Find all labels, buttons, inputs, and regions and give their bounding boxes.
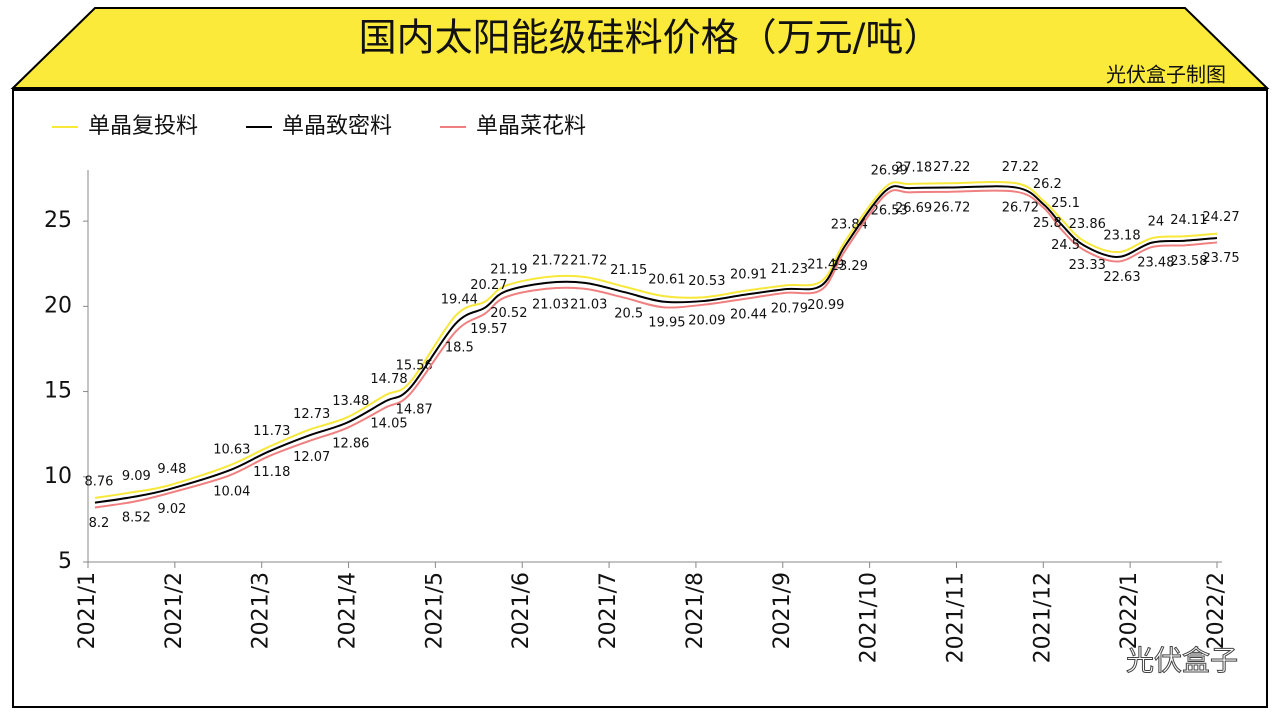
- x-tick-label: 2021/4: [336, 572, 361, 649]
- data-label: 21.15: [610, 263, 647, 278]
- data-label: 26.72: [1002, 200, 1039, 215]
- series-line: [94, 185, 1218, 504]
- data-label: 12.07: [293, 450, 330, 465]
- data-label: 13.48: [332, 394, 369, 409]
- data-label: 23.75: [1202, 251, 1239, 266]
- x-tick-label: 2021/5: [422, 572, 447, 649]
- data-label: 9.02: [157, 502, 186, 517]
- data-label: 23.86: [1069, 217, 1106, 232]
- data-label: 10.63: [213, 443, 250, 458]
- series-line: [94, 180, 1218, 499]
- y-tick-label: 15: [44, 379, 72, 404]
- legend-label: 单晶复投料: [88, 114, 198, 139]
- data-label: 23.58: [1170, 254, 1207, 269]
- x-tick-label: 2022/2: [1204, 572, 1229, 649]
- data-label: 20.61: [648, 272, 685, 287]
- data-label: 23.18: [1103, 229, 1140, 244]
- x-tick-label: 2021/6: [509, 572, 534, 649]
- data-label: 20.79: [771, 301, 808, 316]
- data-label: 23.29: [831, 259, 868, 274]
- data-label: 8.2: [89, 516, 110, 531]
- data-label: 20.5: [614, 306, 643, 321]
- data-label: 26.69: [895, 201, 932, 216]
- data-label: 20.99: [807, 298, 844, 313]
- x-tick-label: 2021/7: [596, 572, 621, 649]
- data-label: 14.87: [396, 402, 433, 417]
- data-label: 8.76: [84, 474, 113, 489]
- data-label: 12.86: [332, 437, 369, 452]
- y-tick-label: 5: [58, 549, 72, 574]
- data-label: 20.27: [470, 278, 507, 293]
- data-label: 27.18: [895, 160, 932, 175]
- x-tick-label: 2021/3: [249, 572, 274, 649]
- data-label: 25.1: [1051, 196, 1080, 211]
- data-label: 9.09: [122, 469, 151, 484]
- x-tick-label: 2021/11: [943, 572, 968, 663]
- data-label: 23.33: [1069, 258, 1106, 273]
- data-label: 20.44: [730, 307, 767, 322]
- data-label: 11.18: [253, 465, 290, 480]
- data-label: 24: [1148, 215, 1165, 230]
- data-label: 24.5: [1051, 238, 1080, 253]
- data-label: 20.52: [490, 306, 527, 321]
- data-label: 21.03: [570, 297, 607, 312]
- x-tick-label: 2022/1: [1117, 572, 1142, 649]
- x-tick-label: 2021/1: [75, 572, 100, 649]
- data-label: 26.2: [1033, 177, 1062, 192]
- data-label: 8.52: [122, 511, 151, 526]
- data-label: 19.44: [441, 292, 478, 307]
- data-label: 20.09: [688, 313, 725, 328]
- data-label: 26.53: [871, 204, 908, 219]
- data-label: 21.19: [490, 263, 527, 278]
- x-tick-label: 2021/10: [857, 572, 882, 663]
- data-label: 21.23: [771, 262, 808, 277]
- frame: [12, 89, 1268, 708]
- legend-label: 单晶致密料: [282, 114, 392, 139]
- x-tick-label: 2021/8: [683, 572, 708, 649]
- x-tick-label: 2021/12: [1030, 572, 1055, 663]
- data-label: 10.04: [213, 485, 250, 500]
- data-label: 21.72: [570, 254, 607, 269]
- y-tick-label: 20: [44, 293, 72, 318]
- legend-label: 单晶菜花料: [476, 114, 586, 139]
- data-label: 23.48: [1137, 256, 1174, 271]
- data-label: 14.78: [370, 372, 407, 387]
- data-label: 24.11: [1170, 213, 1207, 228]
- data-label: 9.48: [157, 462, 186, 477]
- data-label: 21.03: [532, 297, 569, 312]
- data-label: 25.8: [1033, 216, 1062, 231]
- data-label: 26.72: [933, 200, 970, 215]
- chart-title: 国内太阳能级硅料价格（万元/吨）: [359, 16, 942, 60]
- data-label: 20.91: [730, 267, 767, 282]
- chart-subtitle: 光伏盒子制图: [1106, 63, 1226, 87]
- data-label: 19.57: [470, 322, 507, 337]
- watermark: 光伏盒子: [1126, 644, 1238, 677]
- data-label: 21.72: [532, 254, 569, 269]
- y-tick-label: 10: [44, 464, 72, 489]
- data-label: 27.22: [933, 160, 970, 175]
- data-label: 22.63: [1103, 270, 1140, 285]
- series-line: [94, 189, 1218, 509]
- title-banner: [10, 7, 1270, 89]
- data-label: 19.95: [648, 316, 685, 331]
- data-label: 26.99: [871, 164, 908, 179]
- y-tick-label: 25: [44, 208, 72, 233]
- data-label: 18.5: [445, 340, 474, 355]
- x-tick-label: 2021/9: [770, 572, 795, 649]
- data-label: 11.73: [253, 424, 290, 439]
- x-tick-label: 2021/2: [162, 572, 187, 649]
- data-label: 20.53: [688, 274, 725, 289]
- data-label: 27.22: [1002, 160, 1039, 175]
- data-label: 14.05: [370, 416, 407, 431]
- data-label: 24.27: [1202, 210, 1239, 225]
- data-label: 12.73: [293, 407, 330, 422]
